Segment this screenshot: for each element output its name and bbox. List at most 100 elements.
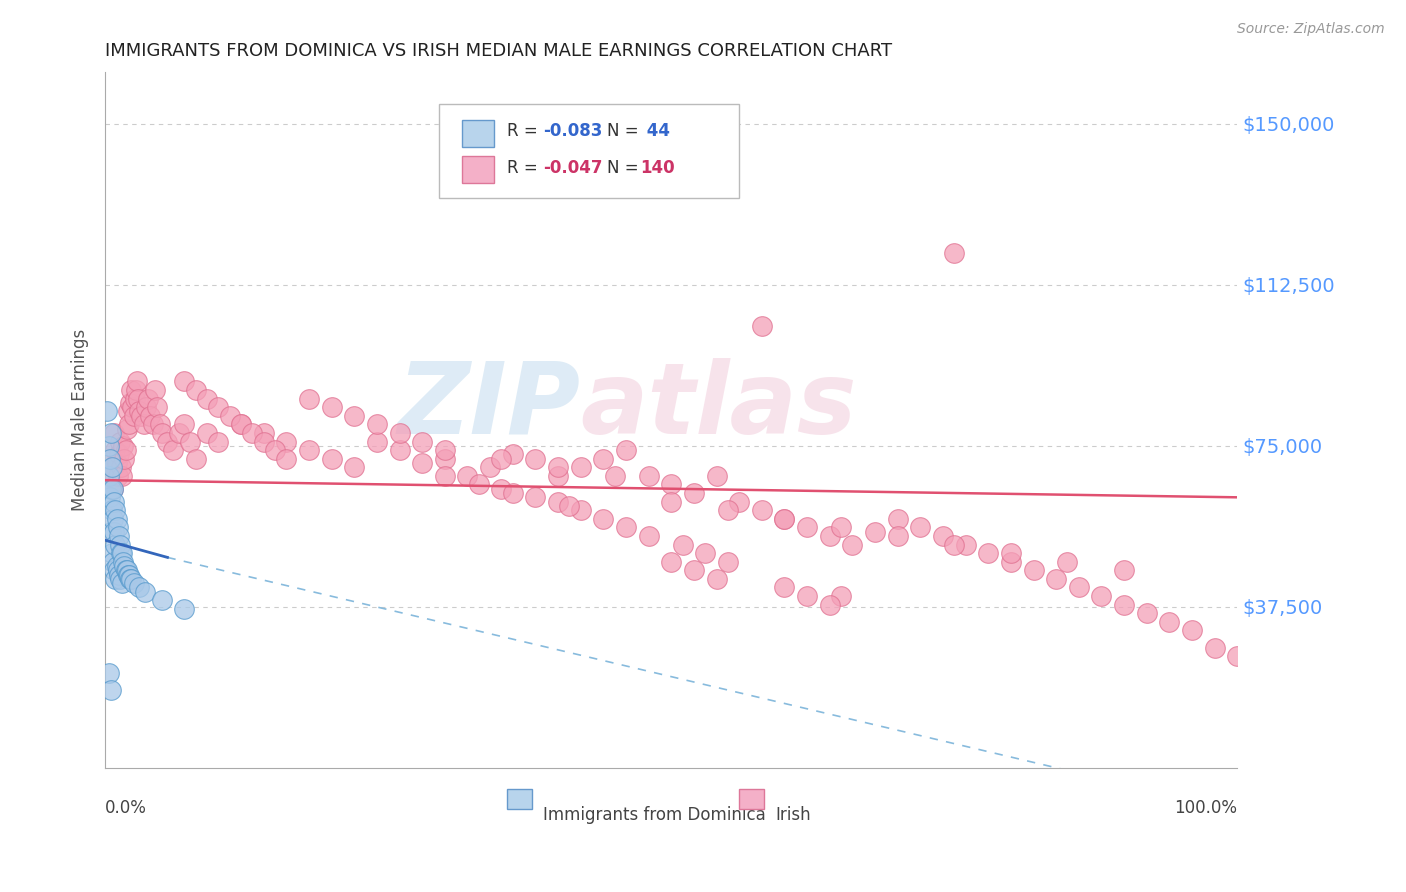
Point xyxy=(115,422,138,436)
Point xyxy=(104,537,127,551)
Point xyxy=(120,572,142,586)
Point xyxy=(139,409,162,423)
Point xyxy=(136,392,159,406)
Point xyxy=(411,456,433,470)
Point xyxy=(101,555,124,569)
Point xyxy=(524,451,547,466)
Point xyxy=(103,494,125,508)
Point xyxy=(796,589,818,603)
Point xyxy=(253,434,276,449)
Point xyxy=(717,555,740,569)
Point xyxy=(111,546,134,560)
Point xyxy=(96,404,118,418)
Point xyxy=(134,584,156,599)
Point xyxy=(830,520,852,534)
Point xyxy=(104,503,127,517)
Point xyxy=(773,581,796,595)
Point xyxy=(1204,640,1226,655)
Point xyxy=(100,683,122,698)
Point xyxy=(456,468,478,483)
Point xyxy=(108,537,131,551)
Point xyxy=(592,512,614,526)
Point xyxy=(101,482,124,496)
Point xyxy=(1056,555,1078,569)
Point xyxy=(115,563,138,577)
Point xyxy=(818,598,841,612)
Point xyxy=(111,468,134,483)
Point xyxy=(122,409,145,423)
Point xyxy=(98,468,121,483)
Point xyxy=(717,503,740,517)
Point xyxy=(1136,606,1159,620)
Point xyxy=(1000,555,1022,569)
Point xyxy=(502,486,524,500)
Point xyxy=(841,537,863,551)
Point xyxy=(229,417,252,432)
Point xyxy=(173,417,195,432)
Point xyxy=(695,546,717,560)
Point xyxy=(773,512,796,526)
Point xyxy=(264,443,287,458)
Point xyxy=(117,567,139,582)
FancyBboxPatch shape xyxy=(461,156,494,183)
Text: ZIP: ZIP xyxy=(398,358,581,455)
Point xyxy=(943,245,966,260)
Point xyxy=(179,434,201,449)
Point xyxy=(120,383,142,397)
Point xyxy=(547,460,569,475)
Point xyxy=(135,400,157,414)
Point xyxy=(388,425,411,440)
Point xyxy=(614,443,637,458)
Point xyxy=(184,451,207,466)
Point xyxy=(101,512,124,526)
Point xyxy=(97,666,120,681)
Text: 100.0%: 100.0% xyxy=(1174,799,1237,817)
Point xyxy=(433,468,456,483)
Point xyxy=(433,451,456,466)
Point xyxy=(128,404,150,418)
Text: Irish: Irish xyxy=(775,806,811,824)
Point xyxy=(162,443,184,458)
Point xyxy=(117,404,139,418)
Point xyxy=(131,409,153,423)
Point xyxy=(659,555,682,569)
FancyBboxPatch shape xyxy=(740,789,763,809)
Point xyxy=(118,417,141,432)
FancyBboxPatch shape xyxy=(439,103,740,197)
Point xyxy=(118,567,141,582)
Point xyxy=(195,392,218,406)
Point xyxy=(132,417,155,432)
Text: Source: ZipAtlas.com: Source: ZipAtlas.com xyxy=(1237,22,1385,37)
Point xyxy=(150,593,173,607)
Point xyxy=(114,451,136,466)
Point xyxy=(125,375,148,389)
Point xyxy=(321,400,343,414)
Point xyxy=(479,460,502,475)
Point xyxy=(603,468,626,483)
Text: -0.047: -0.047 xyxy=(543,160,603,178)
Point xyxy=(1045,572,1067,586)
Point xyxy=(104,443,127,458)
Point xyxy=(614,520,637,534)
Point xyxy=(150,425,173,440)
Point xyxy=(558,499,581,513)
Point xyxy=(298,392,321,406)
Point xyxy=(125,383,148,397)
Point xyxy=(932,529,955,543)
Point xyxy=(1226,649,1249,664)
Point xyxy=(1090,589,1112,603)
Text: atlas: atlas xyxy=(581,358,858,455)
Point xyxy=(127,392,149,406)
Point xyxy=(110,546,132,560)
Point xyxy=(100,524,122,539)
Point xyxy=(592,451,614,466)
Point xyxy=(886,512,908,526)
Point xyxy=(229,417,252,432)
Point xyxy=(659,494,682,508)
Point xyxy=(110,460,132,475)
Point xyxy=(502,447,524,461)
Point xyxy=(184,383,207,397)
Point xyxy=(97,439,120,453)
Point xyxy=(108,572,131,586)
Point xyxy=(100,451,122,466)
